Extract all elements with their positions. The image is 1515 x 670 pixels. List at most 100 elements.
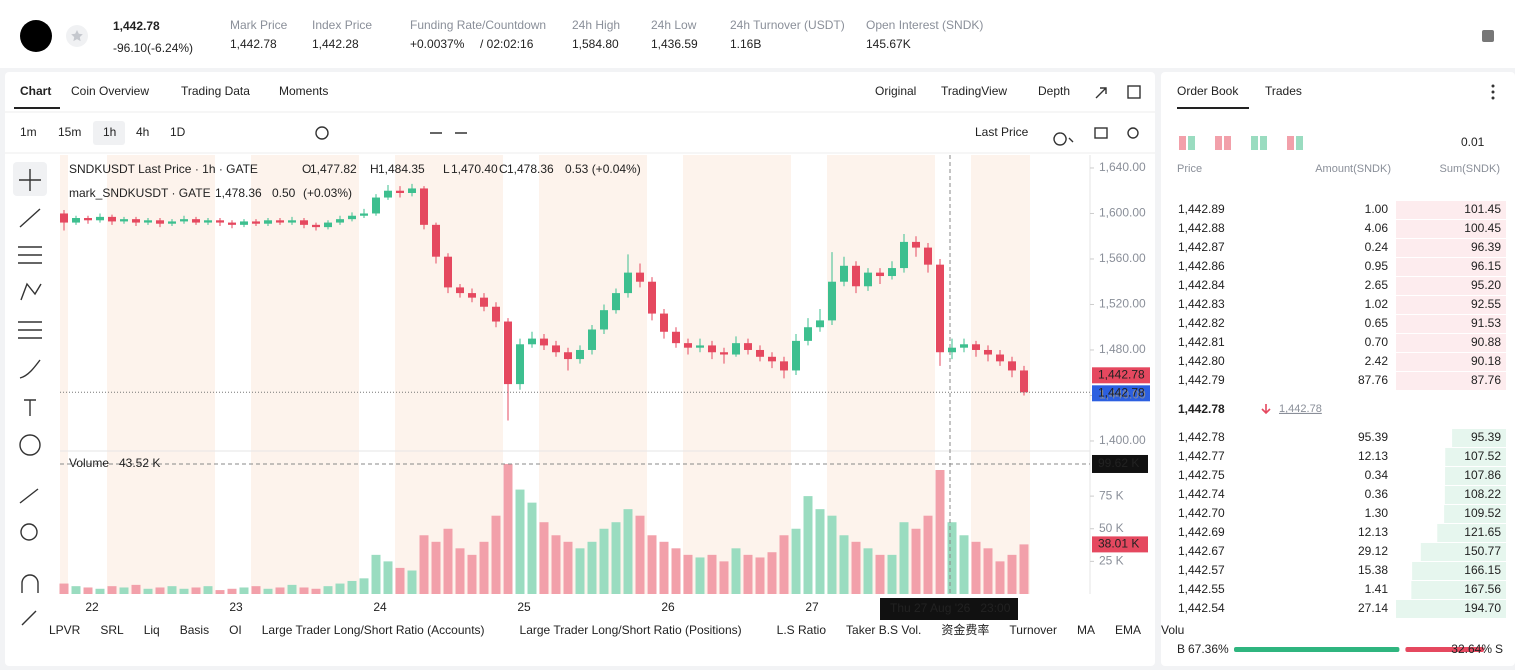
col-head: Sum(SNDK): [1439, 163, 1500, 175]
bid-amount: 0.34: [1365, 468, 1389, 482]
bid-amount: 15.38: [1358, 563, 1388, 577]
x-tick-label: 22: [85, 600, 99, 614]
tab[interactable]: Chart: [20, 84, 51, 98]
sell-bar: [1405, 647, 1484, 652]
indicator[interactable]: OI: [229, 623, 242, 637]
volume-bar: [923, 515, 933, 594]
tab[interactable]: Moments: [279, 84, 328, 98]
volume-bar: [371, 554, 381, 594]
indicator[interactable]: EMA: [1115, 623, 1141, 637]
indicator[interactable]: Taker B.S Vol.: [846, 623, 921, 637]
sell-letter: S: [1495, 642, 1503, 656]
indicator[interactable]: Turnover: [1009, 623, 1057, 637]
buy-bar: [1234, 647, 1400, 652]
indicator[interactable]: Liq: [144, 623, 160, 637]
candle-body: [672, 331, 680, 344]
indicator[interactable]: Basis: [180, 623, 209, 637]
crosshair-date: Thu 27 Aug '26 23:00: [890, 601, 1011, 615]
volume-bar: [443, 528, 453, 594]
volume-bar: [275, 587, 285, 594]
indicator[interactable]: Large Trader Long/Short Ratio (Accounts): [262, 623, 485, 637]
volume-bar: [143, 588, 153, 594]
stat-label: 24h Turnover (USDT): [730, 18, 845, 32]
candle-body: [648, 281, 656, 314]
volume-bar: [767, 552, 777, 594]
indicator[interactable]: LPVR: [49, 623, 81, 637]
timeframe[interactable]: 1m: [20, 125, 37, 139]
tab[interactable]: Trading Data: [181, 84, 250, 98]
bid-sum: 109.52: [1464, 506, 1501, 520]
x-tick-label: 27: [805, 600, 819, 614]
y-tick-label: 1,640.00: [1099, 160, 1146, 174]
indicator[interactable]: Volu: [1161, 623, 1184, 637]
mark-value: 1,478.36: [215, 186, 262, 200]
candle-body: [336, 219, 344, 223]
ask-price: 1,442.84: [1178, 278, 1225, 292]
indicator[interactable]: SRL: [100, 623, 124, 637]
bid-sum: 167.56: [1464, 582, 1501, 596]
ob-tab[interactable]: Order Book: [1177, 84, 1239, 98]
timeframe[interactable]: 1h: [103, 125, 116, 139]
ask-amount: 2.65: [1365, 278, 1389, 292]
view-tab[interactable]: TradingView: [941, 84, 1007, 98]
tab[interactable]: Coin Overview: [71, 84, 149, 98]
bid-depth: [1420, 543, 1506, 561]
view-tab[interactable]: Depth: [1038, 84, 1070, 98]
y-tick-label: 1,480.00: [1099, 342, 1146, 356]
bid-depth: [1444, 505, 1506, 523]
settings-icon[interactable]: [1482, 30, 1494, 42]
view-icon[interactable]: [1287, 136, 1294, 150]
view-tab[interactable]: Original: [875, 84, 916, 98]
price-type[interactable]: Last Price: [975, 125, 1029, 139]
bid-depth: [1452, 429, 1506, 447]
volume-bar: [911, 528, 921, 594]
volume-bar: [527, 502, 537, 594]
candle-body: [612, 293, 620, 311]
bid-amount: 1.30: [1365, 506, 1389, 520]
candle-body: [780, 361, 788, 371]
volume-bar: [479, 541, 489, 594]
ask-amount: 1.02: [1365, 297, 1389, 311]
indicator[interactable]: MA: [1077, 623, 1095, 637]
volume-bar: [83, 587, 93, 594]
last-price: 1,442.78: [113, 19, 160, 33]
ask-sum: 100.45: [1464, 221, 1501, 235]
view-icon[interactable]: [1179, 136, 1186, 150]
candle-body: [804, 327, 812, 341]
timeframe[interactable]: 4h: [136, 125, 149, 139]
candle-body: [324, 222, 332, 228]
candle-body: [996, 354, 1004, 362]
volume-bar: [71, 586, 81, 594]
timeframe[interactable]: 1D: [170, 125, 186, 139]
timeframe[interactable]: 15m: [58, 125, 81, 139]
candle-body: [132, 219, 140, 223]
indicator[interactable]: 资金费率: [941, 622, 989, 637]
bid-depth: [1444, 486, 1506, 504]
volume-bar: [491, 515, 501, 594]
volume-bar: [455, 548, 465, 594]
indicator[interactable]: Large Trader Long/Short Ratio (Positions…: [520, 623, 742, 637]
session-band: [827, 155, 935, 594]
last-price-tag: [1092, 367, 1150, 384]
ask-price: 1,442.86: [1178, 259, 1225, 273]
volume-bar: [347, 580, 357, 594]
volume-bar: [251, 586, 261, 594]
ask-sum: 87.76: [1471, 373, 1501, 387]
ask-depth: [1396, 315, 1506, 333]
bid-depth: [1411, 581, 1506, 599]
candle-body: [624, 272, 632, 294]
volume-bar: [935, 470, 945, 594]
vol-tick-label: 50 K: [1099, 521, 1124, 535]
volume-bar: [503, 463, 513, 594]
bid-sum: 166.15: [1464, 563, 1501, 577]
view-icon[interactable]: [1215, 136, 1222, 150]
volume-bar: [683, 554, 693, 594]
candle-body: [228, 222, 236, 225]
volume-bar: [839, 535, 849, 594]
bid-depth: [1437, 524, 1506, 542]
ob-tab[interactable]: Trades: [1265, 84, 1302, 98]
indicator[interactable]: L.S Ratio: [777, 623, 827, 637]
view-icon[interactable]: [1251, 136, 1258, 150]
coin-logo: [20, 20, 52, 52]
bid-price: 1,442.57: [1178, 563, 1225, 577]
